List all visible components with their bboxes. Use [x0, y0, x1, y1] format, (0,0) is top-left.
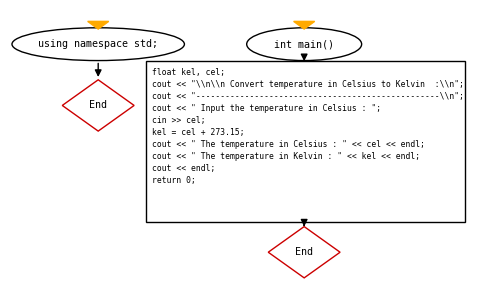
Text: using namespace std;: using namespace std;	[38, 39, 158, 49]
Polygon shape	[88, 21, 109, 29]
Polygon shape	[294, 21, 315, 29]
Ellipse shape	[247, 28, 362, 61]
Polygon shape	[62, 80, 134, 131]
Polygon shape	[268, 227, 340, 278]
Text: int main(): int main()	[274, 39, 334, 49]
Bar	[146, 61, 465, 222]
Text: End: End	[295, 247, 313, 257]
Text: float kel, cel;
cout << "\\n\\n Convert temperature in Celsius to Kelvin  :\\n";: float kel, cel; cout << "\\n\\n Convert …	[152, 68, 464, 185]
Text: End: End	[89, 100, 107, 111]
Ellipse shape	[12, 28, 184, 61]
